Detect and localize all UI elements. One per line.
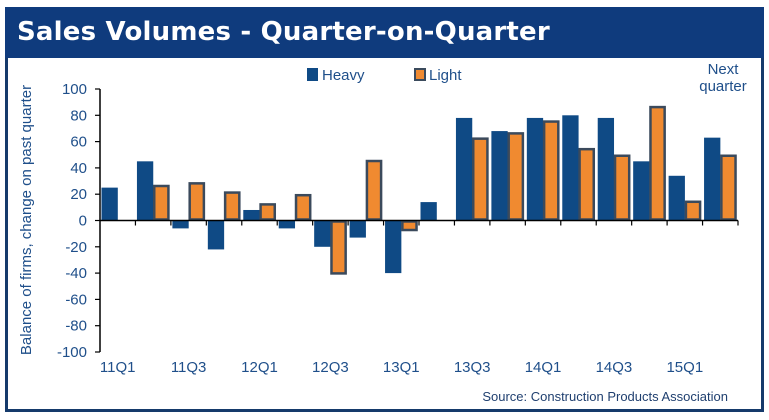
x-tick-label: 14Q1	[525, 359, 562, 376]
next-quarter-annotation: Next quarter	[699, 61, 747, 95]
bar-light-12q1	[259, 203, 277, 221]
bar-heavy-11q3	[172, 220, 189, 229]
bar-heavy-14q2	[562, 115, 579, 221]
y-tick-label: 20	[70, 186, 87, 203]
bar-heavy-12q1	[243, 209, 260, 221]
bar-light-12q2	[294, 193, 312, 221]
x-tick-label: 11Q3	[171, 359, 207, 376]
bar-light-next-quarter	[720, 154, 737, 221]
bar-heavy-next-quarter	[704, 137, 721, 221]
y-tick-label: -20	[65, 239, 87, 256]
x-tick-label: 11Q1	[100, 359, 136, 376]
bar-heavy-14q1	[526, 117, 544, 221]
x-tick-label: 12Q1	[241, 359, 278, 376]
bar-light-15q1	[684, 200, 702, 221]
bar-light-14q4	[649, 105, 666, 221]
y-tick-label: -100	[57, 344, 87, 361]
annotation-line-2: quarter	[699, 78, 747, 95]
bar-light-11q3	[188, 182, 206, 221]
x-tick-label: 12Q3	[312, 359, 349, 376]
bar-heavy-11q2	[136, 161, 154, 221]
bar-light-13q4	[507, 132, 525, 221]
bar-light-12q4	[365, 159, 383, 221]
y-tick-label: -80	[65, 318, 87, 335]
annotation-line-1: Next	[708, 61, 740, 78]
y-axis-title: Balance of firms, change on past quarter	[18, 85, 35, 355]
bar-heavy-13q4	[491, 131, 508, 221]
bar-light-11q2	[152, 184, 170, 221]
y-tick-label: 80	[70, 107, 87, 124]
bar-heavy-14q4	[633, 161, 650, 221]
legend-swatch-light	[414, 68, 426, 81]
bar-heavy-13q1	[385, 220, 402, 274]
bar-light-14q1	[542, 120, 560, 221]
bar-heavy-15q1	[668, 175, 685, 221]
legend: Heavy Light	[307, 67, 462, 84]
bar-heavy-13q2	[420, 202, 437, 221]
y-tick-label: 0	[79, 213, 87, 230]
bar-heavy-11q4	[207, 220, 225, 250]
x-tick-label: 13Q1	[383, 359, 420, 376]
legend-label-heavy: Heavy	[322, 67, 365, 84]
title-bar: Sales Volumes - Quarter-on-Quarter	[5, 7, 764, 58]
bar-light-13q1	[401, 220, 418, 232]
legend-label-light: Light	[429, 67, 462, 84]
bar-light-11q4	[223, 191, 241, 221]
y-tick-label: 40	[70, 160, 87, 177]
bar-heavy-12q3	[314, 220, 331, 247]
y-tick-label: 100	[62, 81, 87, 98]
bar-heavy-12q2	[278, 220, 296, 229]
x-tick-label: 13Q3	[454, 359, 491, 376]
bar-light-12q3	[330, 220, 347, 275]
bar-heavy-11q1	[101, 187, 118, 221]
axes-layer	[95, 88, 739, 353]
x-tick-label: 14Q3	[596, 359, 633, 376]
bar-heavy-14q3	[597, 117, 615, 221]
y-tick-label: -60	[65, 291, 87, 308]
x-tick-label: 15Q1	[666, 359, 703, 376]
labels-layer: 100 80 60 40 20 0 -20 -40 -60 -80 -100 11Q1 11Q3 12Q1…	[57, 81, 703, 376]
bar-light-14q2	[578, 147, 596, 221]
source-note: Source: Construction Products Associatio…	[482, 389, 728, 404]
chart-title: Sales Volumes - Quarter-on-Quarter	[17, 17, 550, 47]
y-tick-label: 60	[70, 134, 87, 151]
bar-heavy-13q3	[455, 117, 473, 221]
bar-heavy-12q4	[349, 220, 366, 238]
y-tick-label: -40	[65, 265, 87, 282]
bar-light-14q3	[613, 154, 631, 221]
legend-swatch-heavy	[307, 68, 318, 81]
bars-layer	[101, 105, 737, 275]
bar-light-13q3	[471, 137, 489, 221]
